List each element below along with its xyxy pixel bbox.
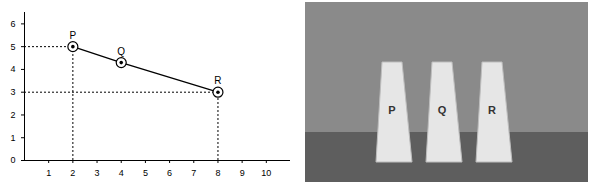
svg-text:R: R <box>488 104 496 116</box>
svg-text:6: 6 <box>10 19 15 29</box>
svg-text:1: 1 <box>46 168 51 178</box>
svg-text:2: 2 <box>70 168 75 178</box>
svg-text:9: 9 <box>240 168 245 178</box>
svg-text:P: P <box>388 104 395 116</box>
svg-text:8: 8 <box>215 168 220 178</box>
svg-text:Q: Q <box>438 104 447 116</box>
svg-text:Q: Q <box>117 46 125 57</box>
svg-text:10: 10 <box>261 168 271 178</box>
svg-text:1: 1 <box>10 133 15 143</box>
svg-text:0: 0 <box>10 155 15 165</box>
svg-text:6: 6 <box>167 168 172 178</box>
svg-text:5: 5 <box>143 168 148 178</box>
svg-text:3: 3 <box>10 87 15 97</box>
svg-text:R: R <box>214 75 221 86</box>
svg-text:4: 4 <box>10 64 15 74</box>
svg-text:7: 7 <box>191 168 196 178</box>
svg-text:2: 2 <box>10 110 15 120</box>
svg-text:3: 3 <box>95 168 100 178</box>
svg-text:4: 4 <box>119 168 124 178</box>
svg-text:P: P <box>70 30 77 41</box>
svg-text:5: 5 <box>10 42 15 52</box>
